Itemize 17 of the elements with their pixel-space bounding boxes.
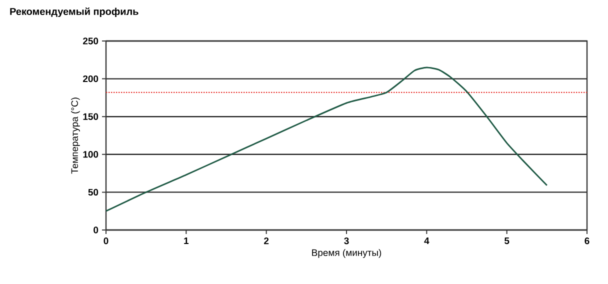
y-tick-label: 50 [88, 188, 98, 196]
line-series [105, 66, 548, 212]
x-tick-label: 2 [264, 238, 269, 244]
x-tick-label: 1 [184, 238, 189, 244]
y-tick-label: 250 [83, 38, 98, 44]
y-tick-label: 0 [94, 226, 98, 234]
x-tick-label: 0 [104, 238, 108, 244]
y-tick-label: 200 [83, 75, 98, 82]
chart-title: Рекомендуемый профиль [10, 8, 138, 17]
x-tick-label: 4 [424, 238, 430, 244]
x-tick-label: 6 [584, 238, 590, 244]
x-tick-label: 3 [344, 238, 349, 244]
y-tick-label: 100 [83, 151, 98, 158]
x-tick-label: 5 [504, 238, 510, 244]
y-tick-label: 150 [83, 113, 98, 120]
x-axis-title: Время (минуты) [312, 249, 382, 258]
y-axis-title: Температура (°C) [71, 98, 80, 174]
